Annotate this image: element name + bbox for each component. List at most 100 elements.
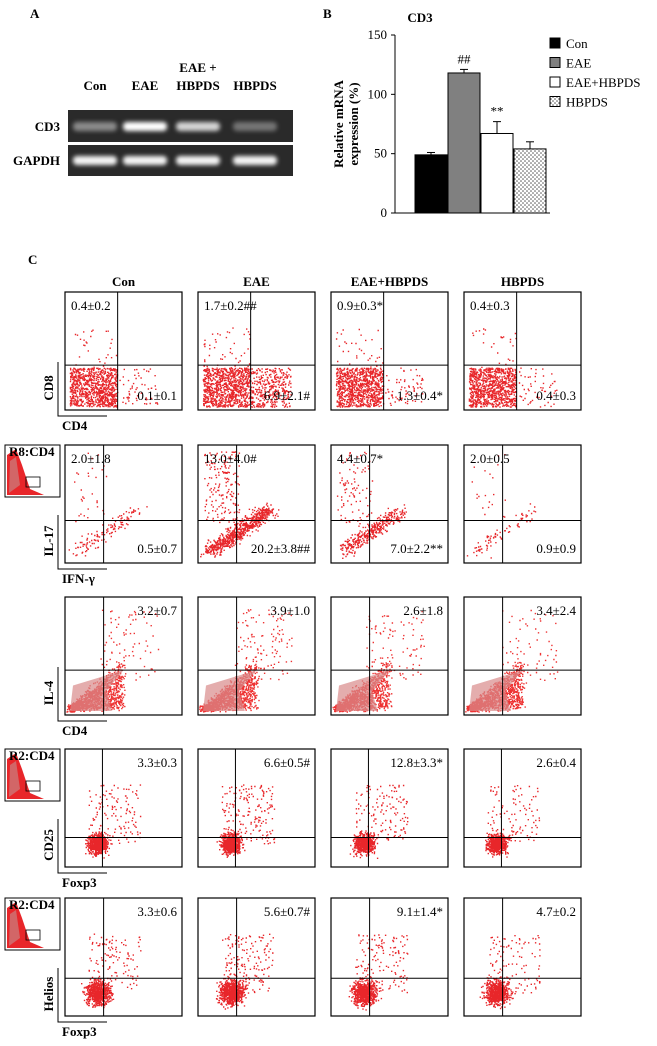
column-header: HBPDS bbox=[501, 274, 544, 289]
plot-frame bbox=[330, 596, 449, 716]
gel-band bbox=[233, 156, 277, 165]
quadrant-value: 12.8±3.3* bbox=[390, 755, 443, 770]
scatter-density bbox=[70, 670, 124, 711]
quadrant-value: 3.9±1.0 bbox=[270, 603, 310, 618]
plot-frame bbox=[64, 596, 183, 716]
scatter-events bbox=[202, 327, 292, 408]
scatter-events bbox=[69, 329, 159, 408]
scatter-events bbox=[468, 328, 558, 408]
lane-label: EAE bbox=[132, 78, 159, 93]
scatter-events bbox=[216, 784, 276, 858]
plot-frame bbox=[197, 897, 316, 1017]
plot-frame bbox=[463, 444, 582, 564]
x-axis-label: CD4 bbox=[62, 418, 88, 433]
quadrant-value: 0.5±0.7 bbox=[137, 541, 177, 556]
legend-label: EAE+HBPDS bbox=[566, 75, 641, 90]
quadrant-value: 2.0±1.8 bbox=[71, 451, 111, 466]
gate-label: R2:CD4 bbox=[9, 897, 55, 912]
y-axis-label: Helios bbox=[41, 977, 56, 1012]
quadrant-value: 2.6±1.8 bbox=[403, 603, 443, 618]
gate-label: R2:CD4 bbox=[9, 748, 55, 763]
scatter-events bbox=[349, 784, 409, 859]
legend-swatch bbox=[549, 57, 561, 68]
axis-corner bbox=[57, 362, 107, 417]
y-tick-label: 150 bbox=[368, 27, 388, 42]
quadrant-value: 3.2±0.7 bbox=[137, 603, 177, 618]
column-header: Con bbox=[112, 274, 136, 289]
plot-frame bbox=[197, 596, 316, 716]
y-tick-label: 100 bbox=[368, 86, 388, 101]
scatter-events bbox=[85, 784, 142, 859]
quadrant-value: 7.0±2.2** bbox=[390, 541, 443, 556]
legend-swatch bbox=[549, 37, 561, 49]
quadrant-value: 0.1±0.1 bbox=[137, 388, 177, 403]
quadrant-value: 1.7±0.2## bbox=[204, 298, 257, 313]
bar bbox=[480, 132, 514, 214]
lane-label: Con bbox=[83, 78, 107, 93]
column-header: EAE bbox=[243, 274, 270, 289]
gate-density bbox=[9, 910, 20, 946]
plot-frame bbox=[197, 444, 316, 564]
significance-label: ## bbox=[458, 51, 472, 66]
plot-frame bbox=[64, 748, 183, 868]
plot-frame bbox=[330, 291, 449, 411]
scatter-events bbox=[479, 935, 541, 1010]
legend-swatch bbox=[549, 76, 561, 88]
quadrant-value: 0.9±0.9 bbox=[536, 541, 576, 556]
quadrant-value: 2.0±0.5 bbox=[470, 451, 510, 466]
scatter-events bbox=[200, 451, 280, 558]
column-header: EAE+HBPDS bbox=[351, 274, 428, 289]
quadrant-value: 4.4±0.7* bbox=[337, 451, 383, 466]
quadrant-value: 5.6±0.7# bbox=[264, 904, 311, 919]
legend-swatch bbox=[549, 96, 561, 107]
y-axis-label: CD25 bbox=[41, 829, 56, 861]
gate-label: R8:CD4 bbox=[9, 444, 55, 459]
panel-label: A bbox=[30, 6, 40, 21]
axis-corner bbox=[57, 515, 107, 570]
gel-band bbox=[123, 156, 167, 165]
quadrant-value: 0.4±0.2 bbox=[71, 298, 111, 313]
gate-density bbox=[9, 761, 20, 797]
quadrant-value: 3.4±2.4 bbox=[536, 603, 576, 618]
significance-label: ** bbox=[491, 104, 504, 119]
quadrant-value: 0.9±0.3* bbox=[337, 298, 383, 313]
plot-frame bbox=[64, 291, 183, 411]
bar bbox=[447, 72, 481, 214]
legend-label: HBPDS bbox=[566, 95, 608, 110]
plot-frame bbox=[330, 897, 449, 1017]
gate-region bbox=[25, 929, 41, 941]
lane-label: HBPDS bbox=[176, 78, 219, 93]
scatter-events bbox=[336, 451, 407, 559]
y-tick-label: 50 bbox=[374, 146, 387, 161]
plot-frame bbox=[197, 291, 316, 411]
plot-frame bbox=[463, 897, 582, 1017]
scatter-density bbox=[469, 670, 523, 711]
gel-band bbox=[73, 156, 117, 165]
legend-label: Con bbox=[566, 36, 588, 51]
y-tick-label: 0 bbox=[381, 205, 388, 220]
gel-row-label: GAPDH bbox=[13, 153, 60, 168]
quadrant-value: 0.4±0.3 bbox=[536, 388, 576, 403]
quadrant-value: 6.6±0.5# bbox=[264, 755, 311, 770]
axis-corner bbox=[57, 667, 107, 722]
quadrant-value: 6.9±2.1# bbox=[264, 388, 311, 403]
quadrant-value: 0.4±0.3 bbox=[470, 298, 510, 313]
lane-label: EAE + bbox=[179, 60, 216, 75]
panel-label: B bbox=[323, 6, 332, 21]
scatter-events bbox=[215, 933, 274, 1010]
plot-frame bbox=[330, 748, 449, 868]
x-axis-label: Foxp3 bbox=[62, 1024, 97, 1039]
scatter-events bbox=[335, 328, 424, 408]
x-axis-label: IFN-γ bbox=[62, 571, 95, 586]
quadrant-value: 20.2±3.8## bbox=[251, 541, 311, 556]
y-axis-label: IL-4 bbox=[41, 680, 56, 705]
plot-frame bbox=[197, 748, 316, 868]
plot-frame bbox=[463, 748, 582, 868]
quadrant-value: 3.3±0.6 bbox=[137, 904, 177, 919]
lane-label: HBPDS bbox=[233, 78, 276, 93]
gel-band bbox=[123, 122, 167, 131]
y-axis-label: Relative mRNA bbox=[331, 80, 346, 168]
scatter-events bbox=[81, 933, 142, 1009]
